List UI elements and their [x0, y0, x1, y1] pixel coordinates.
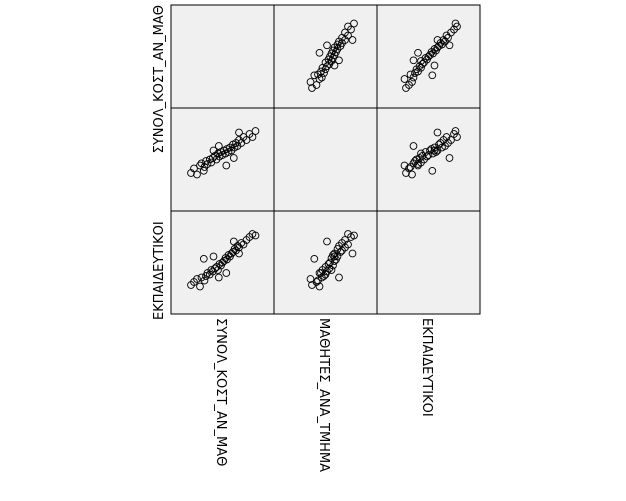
scatter-point — [400, 161, 409, 170]
scatter-point — [315, 269, 324, 277]
scatter-point — [453, 133, 461, 141]
scatter-point — [330, 61, 339, 70]
row-label-2: ΕΚΠΑΙΔΕΥΤΙΚΟΙ — [152, 221, 167, 320]
scatter-point — [430, 61, 439, 70]
scatter-point — [314, 276, 322, 285]
scatter-point — [306, 275, 315, 283]
scatter-point — [329, 251, 337, 259]
scatter-point — [222, 269, 231, 277]
scatter-point — [317, 67, 325, 76]
scatter-point — [229, 237, 238, 246]
scatter-point — [451, 127, 460, 135]
scatter-point — [406, 70, 415, 79]
scatter-point — [430, 146, 439, 155]
scatter-point — [348, 36, 357, 44]
scatter-point — [235, 128, 243, 137]
scatter-point — [424, 151, 433, 159]
col-label-2: ΕΚΠΑΙΔΕΥΤΙΚΟΙ — [419, 318, 434, 417]
scatter-point — [445, 154, 454, 162]
scatter-point — [196, 161, 204, 170]
scatter-point — [315, 48, 324, 57]
scatter-point — [400, 75, 409, 83]
scatter-point — [409, 56, 418, 65]
scatter-point — [323, 237, 331, 246]
matrix-cell-0-0 — [170, 4, 275, 109]
scatter-point — [433, 128, 442, 137]
scatter-point — [348, 249, 357, 258]
scatter-point — [199, 166, 208, 175]
scatter-point — [414, 161, 422, 170]
scatter-point — [350, 19, 358, 28]
scatter-point — [408, 78, 416, 86]
scatter-point — [312, 81, 321, 89]
scatter-point — [335, 273, 343, 282]
scatter-point — [248, 133, 257, 141]
scatter-point — [406, 163, 415, 171]
scatter-point — [341, 236, 349, 244]
scatter-point — [315, 75, 324, 83]
scatter-point — [209, 146, 218, 155]
matrix-cell-1-0 — [170, 107, 275, 212]
scatter-point — [445, 41, 454, 50]
scatter-point — [408, 170, 416, 179]
scatter-point — [251, 231, 260, 240]
scatter-point — [200, 276, 209, 285]
scatter-point — [451, 19, 460, 28]
scatter-point — [335, 56, 343, 65]
scatter-point — [229, 154, 238, 162]
scatter-point — [214, 273, 223, 282]
col-label-1: ΜΑΘΗΤΕΣ_ΑΝΑ_ΤΜΗΜΑ — [316, 318, 331, 472]
scatter-point — [433, 36, 442, 44]
matrix-cell-0-1 — [273, 4, 378, 109]
scatter-point — [350, 231, 358, 240]
scatter-point — [222, 161, 231, 170]
scatter-point — [306, 78, 315, 86]
scatter-point — [414, 48, 422, 57]
matrix-cell-1-1 — [273, 107, 378, 212]
scatter-point — [214, 142, 223, 150]
scatter-point — [344, 230, 352, 238]
col-label-0: ΣΥΝΟΛ_ΚΟΣΤ_ΑΝ_ΜΑΘ — [213, 318, 228, 466]
scatter-point — [341, 28, 349, 37]
scatter-point — [193, 275, 201, 283]
scatter-point — [447, 136, 455, 144]
scatter-point — [251, 127, 260, 135]
scatter-point — [209, 252, 218, 261]
scatter-point — [423, 152, 431, 161]
matrix-cell-2-2 — [376, 210, 481, 315]
scatter-point — [330, 252, 339, 261]
scatter-point — [190, 164, 198, 173]
scatter-point — [327, 266, 336, 274]
scatter-point — [324, 260, 333, 268]
scatter-point — [242, 136, 251, 144]
scatter-point — [310, 71, 319, 80]
row-label-0: ΣΥΝΟΛ_ΚΟΣΤ_ΑΝ_ΜΑΘ — [152, 5, 167, 153]
scatter-point — [409, 142, 418, 150]
scatter-point — [235, 249, 243, 258]
scatter-point — [199, 254, 208, 263]
scatter-point — [428, 166, 437, 175]
scatter-point — [203, 160, 212, 168]
scatter-point — [432, 148, 440, 156]
scatter-point — [344, 22, 352, 31]
scatter-point — [310, 254, 319, 263]
scatter-point — [326, 258, 334, 267]
scatter-point — [193, 170, 201, 179]
scatter-point — [323, 41, 331, 50]
matrix-cells — [170, 4, 481, 315]
matrix-labels: ΣΥΝΟΛ_ΚΟΣΤ_ΑΝ_ΜΑΘ ΕΚΠΑΙΔΕΥΤΙΚΟΙ ΣΥΝΟΛ_ΚΟ… — [152, 5, 434, 472]
scatter-point — [196, 282, 204, 291]
scatter-point — [428, 71, 437, 80]
scatter-point — [417, 149, 425, 158]
scatter-point — [315, 282, 324, 291]
